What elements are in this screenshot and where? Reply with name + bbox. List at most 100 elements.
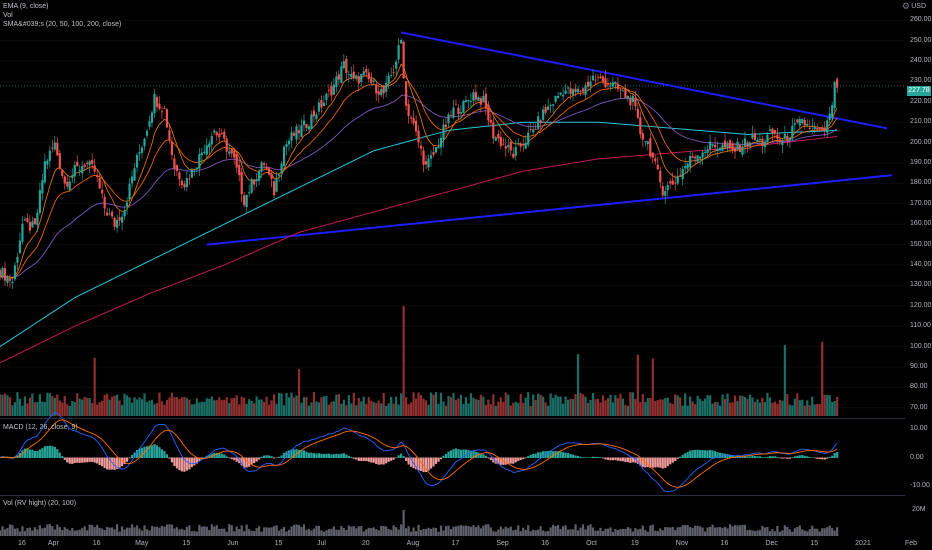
rvol-bar: [756, 530, 759, 536]
rvol-bar: [791, 531, 794, 536]
candle-body: [474, 91, 477, 100]
time-tick-label: 16: [720, 540, 729, 547]
rvol-bar: [467, 526, 470, 536]
volume-bar: [791, 405, 794, 416]
candle-body: [484, 93, 487, 109]
rvol-bar: [218, 528, 221, 536]
volume-bar: [462, 404, 465, 416]
rvol-bar: [36, 529, 39, 536]
macd-histogram-bar: [332, 454, 335, 458]
rvol-bar: [248, 529, 251, 536]
candle-body: [183, 184, 186, 188]
time-tick-label: 15: [810, 540, 819, 547]
macd-histogram-bar: [768, 456, 771, 458]
volume-bar: [88, 398, 91, 416]
volume-bar: [322, 396, 326, 416]
rvol-bar: [748, 529, 752, 536]
rvol-bar: [606, 528, 610, 536]
volume-bar: [193, 404, 196, 416]
volume-bar: [410, 402, 413, 416]
rvol-bar: [609, 527, 612, 536]
time-tick-label: Oct: [586, 540, 597, 547]
volume-bar: [419, 395, 423, 416]
rvol-bar: [0, 530, 2, 536]
candle-body: [253, 179, 256, 185]
gear-icon[interactable]: ⚙: [901, 1, 910, 11]
pane-divider[interactable]: [0, 495, 905, 496]
vol-tick-label: 20M: [912, 506, 926, 513]
candle-body: [437, 146, 440, 149]
volume-bar: [459, 394, 463, 416]
candle-body: [472, 92, 475, 101]
macd-histogram-bar: [91, 457, 94, 462]
candle-body: [604, 78, 607, 88]
rvol-bar: [290, 526, 293, 536]
volume-bar: [437, 403, 440, 416]
volume-bar: [63, 395, 66, 416]
candle-body: [539, 120, 542, 123]
macd-histogram-bar: [377, 457, 380, 465]
volume-bar: [833, 401, 836, 416]
candle-body: [813, 127, 816, 130]
candle-body: [6, 276, 9, 283]
macd-histogram-bar: [113, 457, 116, 470]
candle-body: [362, 71, 365, 76]
rvol-bar: [16, 528, 19, 536]
macd-histogram-bar: [372, 457, 375, 463]
candle-body: [704, 151, 707, 153]
volume-bar: [786, 393, 789, 416]
rvol-bar: [519, 531, 522, 536]
macd-histogram-bar: [639, 457, 642, 466]
macd-histogram-bar: [140, 447, 144, 458]
rvol-bar: [586, 525, 590, 536]
volume-bar: [101, 400, 104, 416]
candle-body: [778, 139, 781, 142]
candle-body: [400, 39, 403, 44]
macd-histogram-bar: [833, 452, 836, 458]
pane-divider[interactable]: [0, 418, 905, 419]
candle-body: [614, 82, 617, 84]
rvol-bar: [277, 530, 281, 536]
rvol-bar: [153, 526, 156, 536]
volume-bar: [263, 402, 266, 416]
volume-bar: [315, 401, 318, 416]
candle-body: [786, 135, 789, 142]
candle-body: [601, 76, 605, 82]
candle-body: [367, 72, 370, 80]
volume-bar: [681, 405, 684, 416]
macd-histogram-bar: [6, 457, 9, 458]
rvol-bar: [208, 530, 211, 536]
candle-body: [332, 84, 335, 95]
volume-bar: [599, 402, 602, 416]
volume-bar: [781, 400, 784, 416]
candle-body: [706, 149, 709, 153]
candle-body: [646, 141, 649, 145]
macd-histogram-bar: [170, 457, 174, 463]
macd-histogram-bar: [190, 457, 193, 468]
macd-histogram-bar: [305, 451, 308, 458]
macd-histogram-bar: [564, 452, 567, 458]
candle-body: [83, 164, 86, 167]
time-tick-label: Feb: [905, 540, 918, 547]
rvol-bar: [571, 529, 575, 536]
volume-bar: [716, 402, 719, 416]
volume-bar: [170, 392, 174, 416]
rvol-bar: [265, 527, 268, 536]
macd-histogram-bar: [238, 457, 241, 464]
candle-body: [277, 174, 281, 176]
rvol-bar: [111, 527, 114, 536]
volume-bar: [71, 401, 74, 416]
rvol-bar: [671, 526, 674, 536]
rvol-bar: [706, 527, 709, 536]
candle-body: [766, 134, 769, 142]
macd-histogram-bar: [449, 450, 453, 458]
rvol-bar: [547, 531, 550, 536]
rvol-bar: [58, 527, 61, 536]
rvol-bar: [310, 530, 313, 536]
rvol-bar: [18, 531, 22, 536]
rvol-bar: [614, 528, 617, 536]
macd-histogram-bar: [674, 457, 677, 461]
macd-histogram-bar: [352, 457, 355, 459]
rvol-bar: [833, 530, 836, 536]
